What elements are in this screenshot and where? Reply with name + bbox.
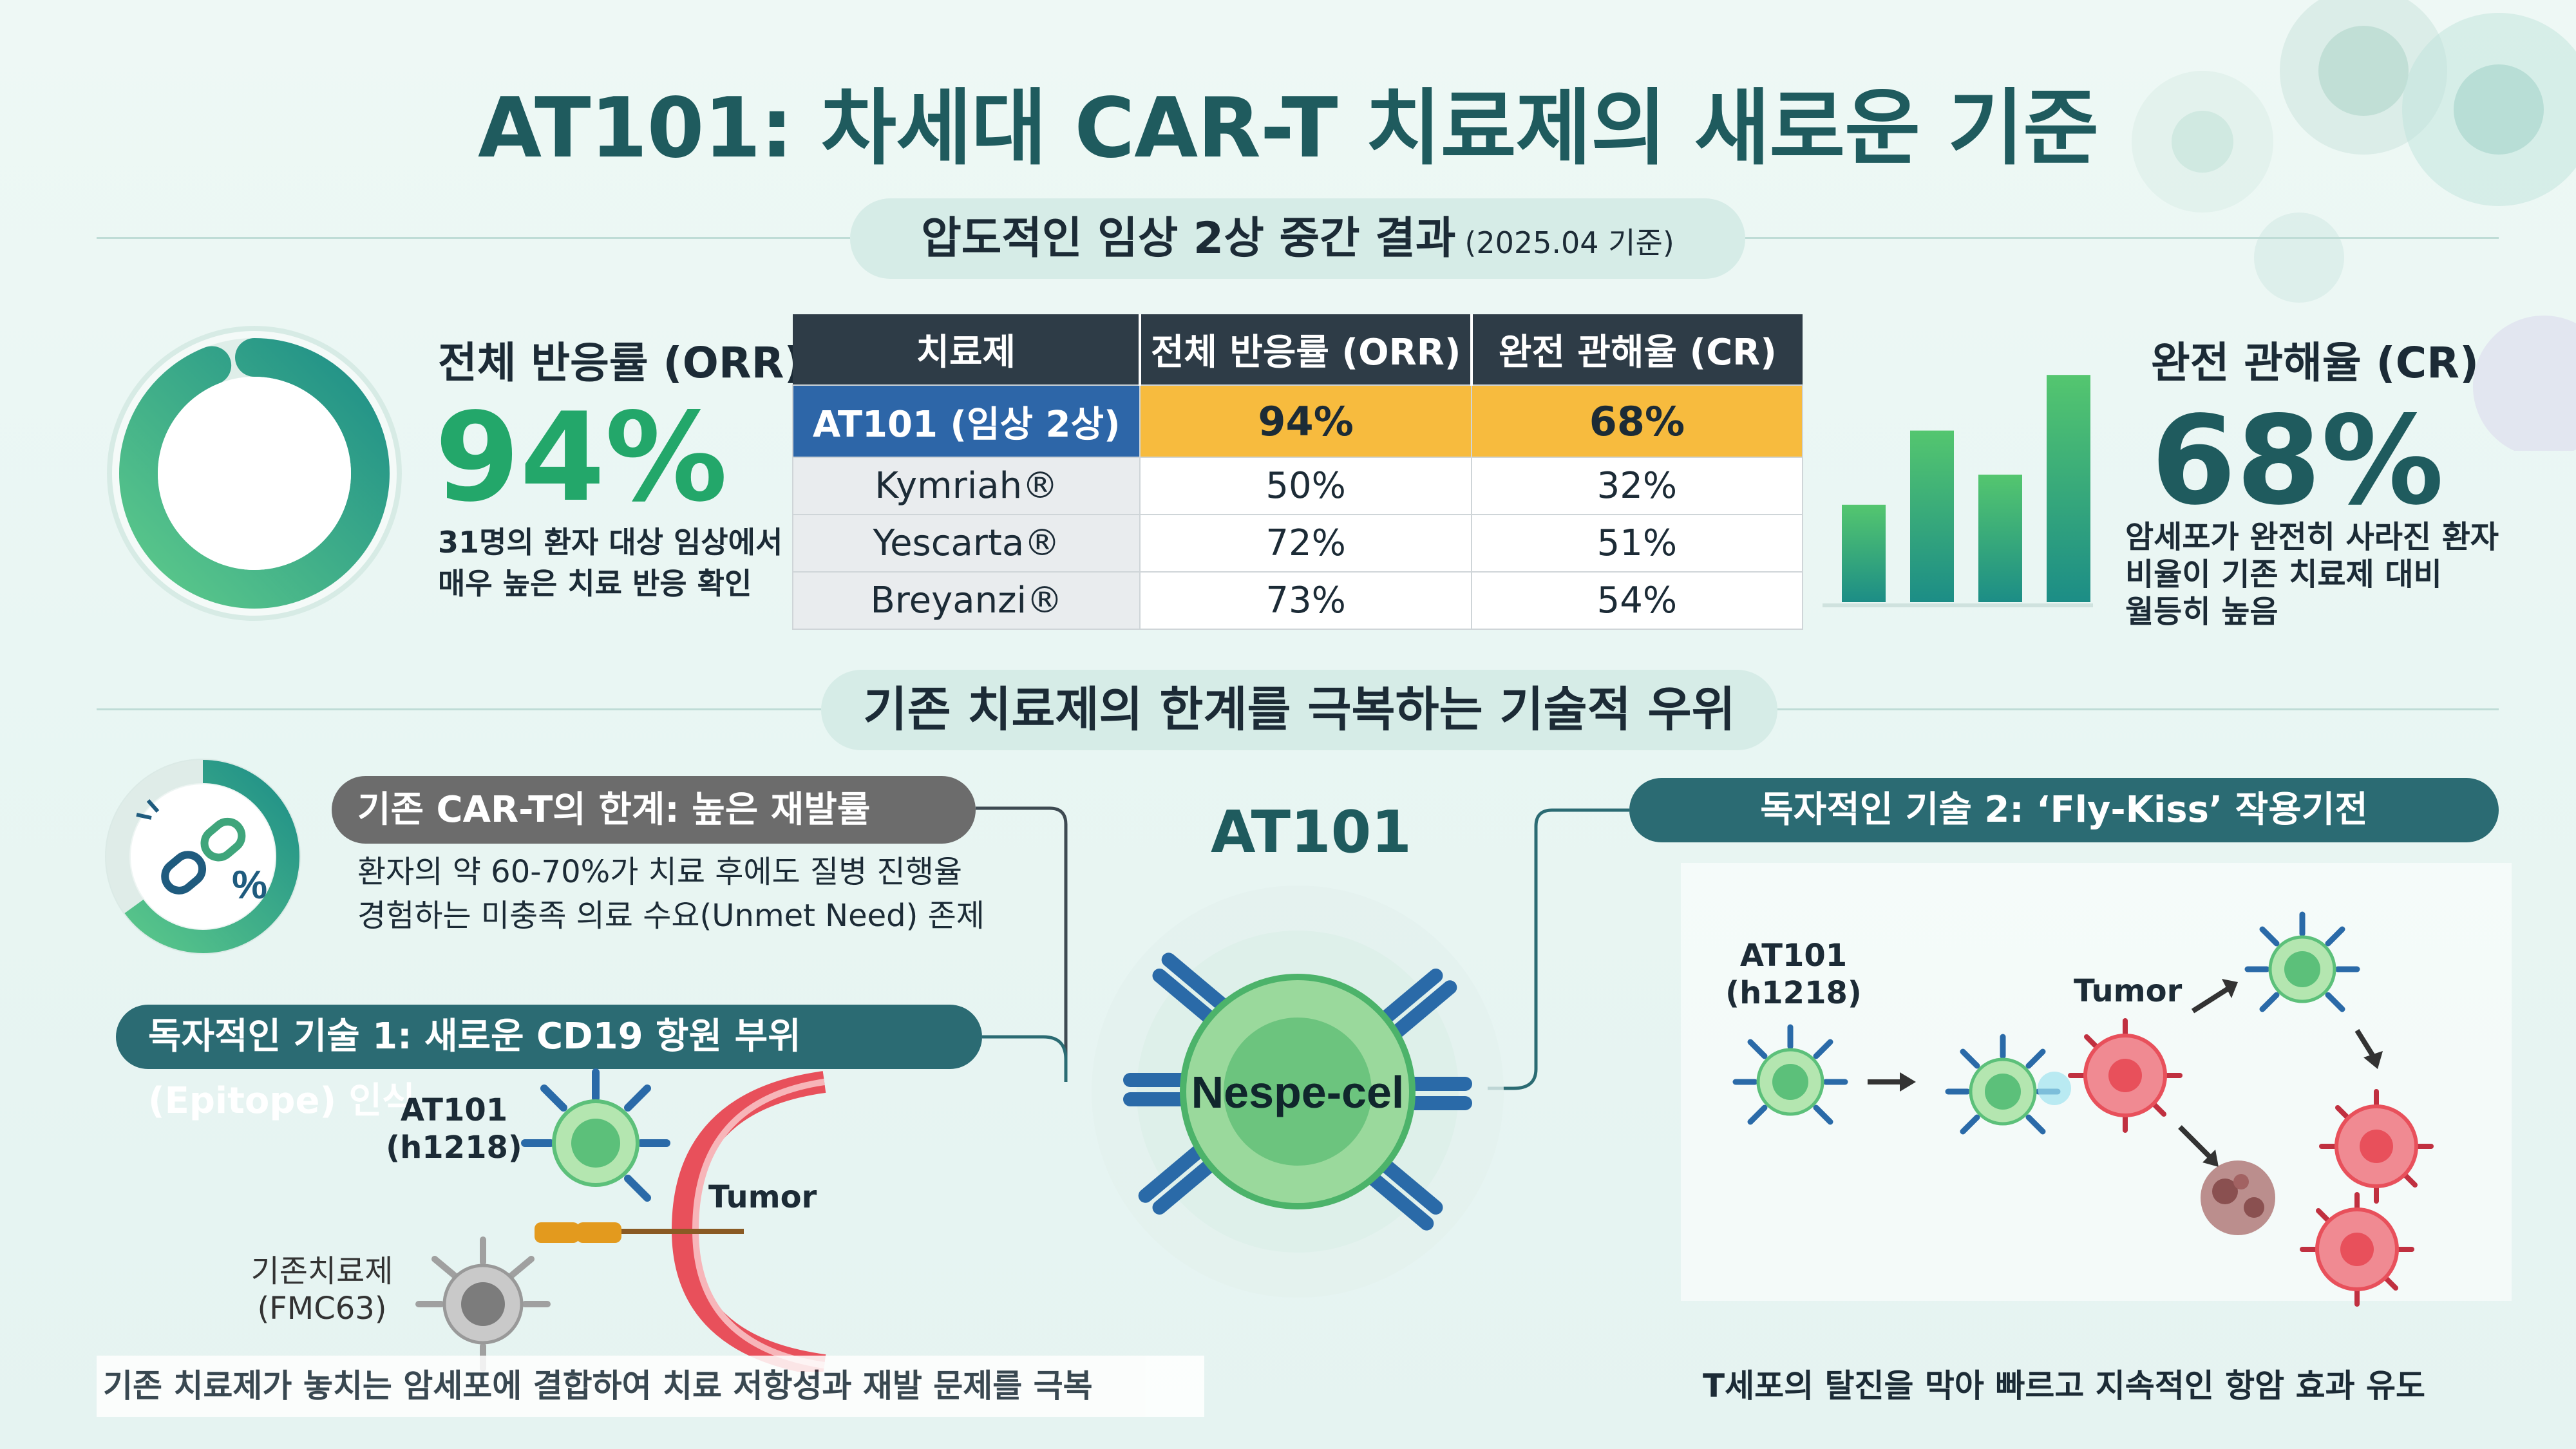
table-cell-name: Breyanzi® bbox=[791, 571, 1141, 630]
comparison-table: 치료제 전체 반응률 (ORR) 완전 관해율 (CR) AT101 (임상 2… bbox=[791, 314, 1804, 630]
tumor-cell-icon bbox=[2322, 1092, 2431, 1201]
table-cell-orr: 50% bbox=[1139, 457, 1472, 515]
tech1-heading: 독자적인 기술 1: 새로운 CD19 항원 부위(Epitope) 인식 bbox=[116, 1005, 982, 1122]
table-cell-orr: 94% bbox=[1139, 384, 1472, 458]
limit-desc-line1: 환자의 약 60-70%가 치료 후에도 질병 진행율 bbox=[357, 854, 963, 890]
cr-value: 68% bbox=[2151, 390, 2444, 532]
table-cell-name: AT101 (임상 2상) bbox=[791, 384, 1141, 458]
table-header-drug: 치료제 bbox=[793, 314, 1142, 385]
orr-desc-line2: 매우 높은 치료 반응 확인 bbox=[438, 566, 752, 601]
tech2-at101-line2: (h1218) bbox=[1725, 975, 1862, 1011]
tech1-existing-line2: (FMC63) bbox=[257, 1291, 387, 1327]
tech2-tumor-label: Tumor bbox=[2074, 973, 2183, 1009]
percent-symbol: % bbox=[232, 863, 267, 907]
table-row-at101: AT101 (임상 2상) 94% 68% bbox=[791, 384, 1804, 458]
fmc63-t-cell-icon bbox=[415, 1236, 551, 1372]
tech1-existing-label: 기존치료제 (FMC63) bbox=[238, 1253, 406, 1327]
nespe-cel-label: Nespe-cel bbox=[1191, 1067, 1405, 1117]
car-receptors bbox=[1123, 952, 1472, 1231]
limit-heading: 기존 CAR-T의 한계: 높은 재발률 bbox=[332, 776, 976, 844]
section1-divider-left bbox=[97, 237, 850, 239]
orr-value: 94% bbox=[435, 386, 728, 529]
orr-donut-arc bbox=[119, 338, 390, 609]
fly-kiss-diagram bbox=[1713, 889, 2505, 1327]
epitope-binding-diagram bbox=[415, 1068, 826, 1372]
cr-desc-line2: 비율이 기존 치료제 대비 bbox=[2125, 556, 2442, 592]
background-cells-decoration bbox=[2132, 0, 2576, 451]
table-cell-orr: 73% bbox=[1139, 571, 1472, 630]
tech1-at101-line1: AT101 bbox=[400, 1092, 508, 1128]
table-cell-cr: 68% bbox=[1470, 384, 1804, 458]
table-cell-name: Kymriah® bbox=[791, 457, 1141, 515]
table-cell-cr: 51% bbox=[1470, 514, 1804, 573]
bar-chart-icon-bar bbox=[2047, 375, 2090, 602]
at101-t-cell-icon bbox=[521, 1068, 670, 1202]
dead-tumor-cell-icon bbox=[2201, 1160, 2275, 1235]
orr-description: 31명의 환자 대상 임상에서 매우 높은 치료 반응 확인 bbox=[438, 522, 782, 604]
relapse-donut-chart: % bbox=[105, 759, 301, 954]
tech1-existing-line1: 기존치료제 bbox=[251, 1253, 393, 1289]
cr-desc-line3: 월등히 높음 bbox=[2125, 594, 2278, 630]
section2-divider-left bbox=[97, 708, 821, 710]
table-cell-orr: 72% bbox=[1139, 514, 1472, 573]
tumor-cell-icon bbox=[2302, 1195, 2412, 1304]
tech2-heading: 독자적인 기술 2: ‘Fly-Kiss’ 작용기전 bbox=[1629, 778, 2499, 842]
cr-label: 완전 관해율 (CR) bbox=[2151, 338, 2479, 388]
orr-label: 전체 반응률 (ORR) bbox=[438, 338, 804, 388]
bar-chart-icon-bar bbox=[1910, 430, 1954, 602]
limit-desc-line2: 경험하는 미충족 의료 수요(Unmet Need) 존제 bbox=[357, 898, 985, 934]
limit-description: 환자의 약 60-70%가 치료 후에도 질병 진행율 경험하는 미충족 의료 … bbox=[357, 850, 985, 938]
page-title: AT101: 차세대 CAR-T 치료제의 새로운 기준 bbox=[478, 80, 2099, 176]
tech1-tumor-label: Tumor bbox=[708, 1179, 817, 1215]
cr-desc-line1: 암세포가 완전히 사라진 환자 bbox=[2125, 519, 2499, 555]
section1-divider-right bbox=[1745, 237, 2499, 239]
bar-chart-icon-bar bbox=[1842, 504, 1886, 602]
section1-date: (2025.04 기준) bbox=[1464, 225, 1674, 260]
table-header-row: 치료제 전체 반응률 (ORR) 완전 관해율 (CR) bbox=[793, 314, 1803, 385]
section1-heading: 압도적인 임상 2상 중간 결과 (2025.04 기준) bbox=[850, 198, 1745, 279]
tech2-at101-line1: AT101 bbox=[1739, 938, 1848, 974]
tech1-at101-line2: (h1218) bbox=[386, 1130, 522, 1166]
tech2-caption: T세포의 탈진을 막아 빠르고 지속적인 항암 효과 유도 bbox=[1703, 1367, 2425, 1405]
table-cell-name: Yescarta® bbox=[791, 514, 1141, 573]
center-title: AT101 bbox=[1211, 799, 1412, 866]
tech1-at101-label: AT101 (h1218) bbox=[380, 1092, 528, 1166]
table-row: Kymriah® 50% 32% bbox=[791, 457, 1804, 515]
cr-description: 암세포가 완전히 사라진 환자 비율이 기존 치료제 대비 월등히 높음 bbox=[2125, 518, 2499, 630]
orr-donut-chart bbox=[107, 326, 402, 621]
t-cell-icon bbox=[2248, 914, 2357, 1009]
tech1-caption: 기존 치료제가 놓치는 암세포에 결합하여 치료 저항성과 재발 문제를 극복 bbox=[97, 1356, 1204, 1417]
section2-divider-right bbox=[1777, 708, 2499, 710]
t-cell-icon bbox=[1736, 1027, 1845, 1122]
orr-desc-line1: 31명의 환자 대상 임상에서 bbox=[438, 525, 783, 560]
table-row: Yescarta® 72% 51% bbox=[791, 514, 1804, 573]
tumor-cell-icon bbox=[2070, 1021, 2180, 1130]
bar-chart-icon-bar bbox=[1978, 475, 2022, 602]
section1-label: 압도적인 임상 2상 중간 결과 bbox=[921, 213, 1456, 264]
table-row: Breyanzi® 73% 54% bbox=[791, 571, 1804, 630]
tech2-at101-label: AT101 (h1218) bbox=[1719, 937, 1868, 1012]
table-cell-cr: 54% bbox=[1470, 571, 1804, 630]
table-header-cr: 완전 관해율 (CR) bbox=[1471, 314, 1803, 385]
table-header-orr: 전체 반응률 (ORR) bbox=[1140, 314, 1473, 385]
relapse-donut-arc bbox=[106, 760, 299, 953]
broken-link-icon bbox=[161, 817, 246, 895]
bar-chart-icon bbox=[1823, 375, 2093, 607]
nespe-cel-diagram: Nespe-cel bbox=[1092, 886, 1504, 1298]
table-cell-cr: 32% bbox=[1470, 457, 1804, 515]
section2-heading: 기존 치료제의 한계를 극복하는 기술적 우위 bbox=[821, 670, 1777, 750]
